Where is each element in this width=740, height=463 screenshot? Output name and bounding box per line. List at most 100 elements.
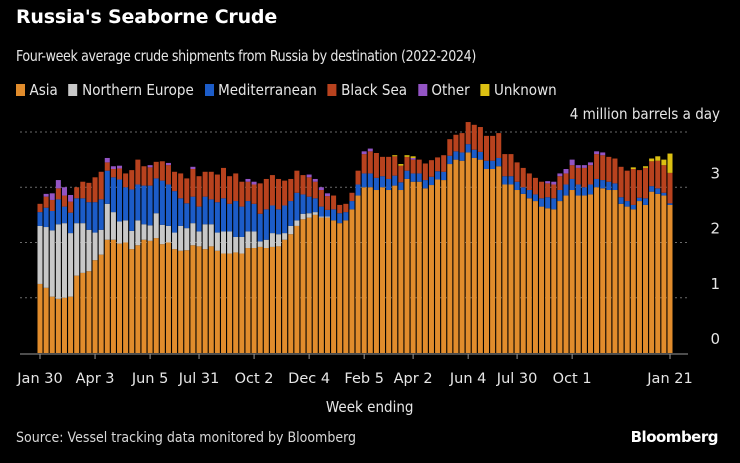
bar-segment-asia bbox=[220, 253, 227, 353]
bar-stack bbox=[636, 170, 642, 353]
bar-segment-asia bbox=[667, 204, 673, 353]
bar-stack bbox=[459, 133, 465, 353]
bar-segment-asia bbox=[343, 220, 349, 353]
bar-segment-black-sea bbox=[92, 177, 98, 203]
bar-segment-mediterranean bbox=[257, 213, 263, 242]
bar-segment-mediterranean bbox=[227, 203, 233, 232]
bar-segment-mediterranean bbox=[539, 198, 545, 207]
bar-segment-mediterranean bbox=[496, 157, 502, 167]
bar-segment-asia bbox=[483, 169, 490, 353]
bar-segment-other bbox=[551, 181, 557, 185]
bar-stack bbox=[612, 158, 618, 353]
bar-segment-mediterranean bbox=[159, 180, 165, 225]
bar-stack bbox=[55, 180, 61, 353]
bar-segment-mediterranean bbox=[68, 212, 74, 234]
bar-segment-asia bbox=[618, 203, 624, 353]
bar-segment-mediterranean bbox=[361, 173, 367, 188]
bar-segment-black-sea bbox=[447, 139, 453, 156]
bar-segment-mediterranean bbox=[153, 178, 159, 214]
bar-segment-mediterranean bbox=[300, 194, 306, 214]
bar-segment-northern-europe bbox=[227, 231, 233, 254]
bar-segment-black-sea bbox=[80, 181, 86, 199]
bar-stack bbox=[569, 159, 575, 353]
y-tick-label: 1 bbox=[710, 275, 720, 293]
bar-segment-mediterranean bbox=[575, 184, 581, 196]
bar-segment-northern-europe bbox=[269, 233, 275, 247]
bar-segment-northern-europe bbox=[98, 229, 104, 255]
bar-segment-black-sea bbox=[55, 188, 61, 200]
bar-segment-mediterranean bbox=[380, 176, 386, 188]
bar-segment-mediterranean bbox=[661, 192, 667, 196]
bar-stack bbox=[172, 171, 178, 353]
bar-segment-mediterranean bbox=[269, 205, 275, 234]
legend-swatch bbox=[16, 84, 25, 96]
bar-segment-asia bbox=[331, 220, 337, 353]
bar-stack bbox=[306, 174, 312, 353]
x-tick-label: Dec 4 bbox=[288, 371, 330, 387]
bar-segment-other bbox=[147, 165, 153, 168]
bar-segment-asia bbox=[428, 185, 434, 353]
bar-segment-asia bbox=[184, 250, 190, 353]
bar-segment-northern-europe bbox=[214, 232, 220, 251]
bar-segment-asia bbox=[612, 190, 618, 353]
bar-segment-black-sea bbox=[343, 203, 349, 213]
bar-segment-northern-europe bbox=[80, 223, 86, 273]
bar-segment-asia bbox=[257, 246, 263, 353]
bar-segment-mediterranean bbox=[422, 180, 428, 189]
bar-segment-asia bbox=[104, 239, 110, 353]
bar-segment-asia bbox=[514, 190, 520, 353]
bar-segment-asia bbox=[86, 271, 92, 353]
bar-segment-mediterranean bbox=[214, 202, 220, 233]
x-tick-label: Jul 31 bbox=[178, 371, 220, 387]
bar-segment-mediterranean bbox=[563, 184, 569, 196]
bar-segment-northern-europe bbox=[288, 225, 294, 235]
bar-segment-black-sea bbox=[373, 152, 379, 178]
bar-segment-asia bbox=[190, 245, 196, 353]
bar-segment-mediterranean bbox=[80, 198, 86, 224]
bar-segment-asia bbox=[123, 242, 129, 353]
bar-stack bbox=[410, 156, 416, 353]
bar-segment-northern-europe bbox=[276, 234, 282, 247]
bar-stack bbox=[214, 174, 220, 353]
bar-segment-black-sea bbox=[61, 195, 67, 207]
bar-segment-mediterranean bbox=[483, 160, 490, 170]
bar-segment-black-sea bbox=[110, 169, 116, 178]
bar-stack bbox=[282, 180, 288, 353]
bar-segment-other bbox=[575, 165, 581, 168]
bar-segment-asia bbox=[178, 250, 184, 353]
bar-segment-other bbox=[361, 151, 367, 155]
bar-segment-unknown bbox=[643, 166, 649, 168]
bar-segment-black-sea bbox=[190, 169, 196, 197]
bar-segment-mediterranean bbox=[624, 201, 630, 207]
bar-stack bbox=[392, 155, 398, 353]
bar-segment-mediterranean bbox=[404, 170, 410, 179]
x-tick-label: Jun 5 bbox=[131, 371, 169, 387]
bar-segment-asia bbox=[294, 225, 300, 353]
bar-segment-asia bbox=[214, 250, 220, 353]
bar-stack bbox=[147, 165, 153, 353]
bar-segment-northern-europe bbox=[165, 225, 171, 243]
bar-segment-asia bbox=[422, 188, 428, 353]
bar-segment-mediterranean bbox=[123, 187, 129, 221]
bar-segment-asia bbox=[276, 246, 282, 353]
bar-segment-northern-europe bbox=[135, 220, 141, 246]
bar-stack bbox=[98, 171, 104, 353]
bar-stack bbox=[61, 187, 67, 353]
bar-segment-northern-europe bbox=[208, 224, 214, 247]
bar-stack bbox=[532, 177, 538, 353]
bar-segment-asia bbox=[153, 238, 159, 353]
bar-stack bbox=[74, 187, 80, 353]
bar-segment-other bbox=[245, 178, 251, 182]
bar-segment-mediterranean bbox=[435, 171, 441, 180]
bar-segment-asia bbox=[282, 239, 288, 353]
bar-segment-other bbox=[563, 169, 569, 174]
bar-segment-black-sea bbox=[165, 165, 171, 185]
bar-segment-mediterranean bbox=[477, 151, 483, 160]
bar-segment-unknown bbox=[392, 155, 398, 157]
legend-item-unknown: Unknown bbox=[480, 81, 557, 99]
bar-stack bbox=[269, 175, 275, 353]
bar-segment-black-sea bbox=[300, 175, 306, 195]
bar-stack bbox=[49, 193, 55, 353]
bar-segment-black-sea bbox=[331, 195, 337, 210]
bar-segment-black-sea bbox=[496, 133, 502, 158]
